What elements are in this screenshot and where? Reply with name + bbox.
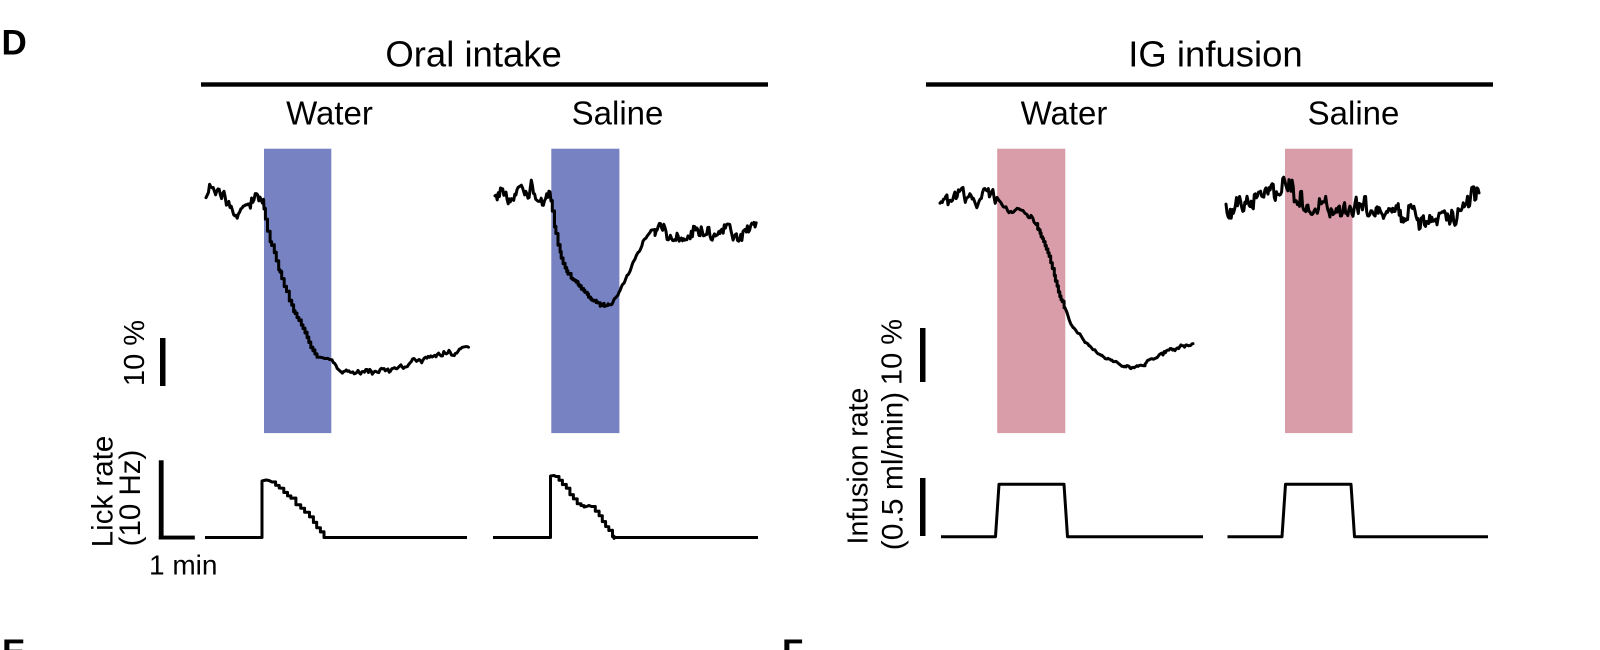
svg-text:IG infusion: IG infusion <box>1128 34 1302 75</box>
svg-text:F: F <box>782 633 803 650</box>
svg-text:Water: Water <box>286 95 373 132</box>
svg-text:Saline: Saline <box>572 95 664 132</box>
svg-text:D: D <box>2 24 27 63</box>
svg-text:(10 Hz): (10 Hz) <box>114 450 147 547</box>
svg-text:Infusion rate: Infusion rate <box>843 388 875 545</box>
svg-text:Lick rate: Lick rate <box>87 436 120 548</box>
svg-text:(0.5 ml/min): (0.5 ml/min) <box>877 392 910 550</box>
svg-text:10 %: 10 % <box>119 320 151 386</box>
svg-text:10 %: 10 % <box>877 319 909 385</box>
svg-text:1 min: 1 min <box>149 550 217 581</box>
svg-text:Oral intake: Oral intake <box>385 34 562 75</box>
svg-text:Water: Water <box>1021 95 1108 132</box>
svg-text:Saline: Saline <box>1308 95 1400 132</box>
svg-text:E: E <box>2 633 25 650</box>
